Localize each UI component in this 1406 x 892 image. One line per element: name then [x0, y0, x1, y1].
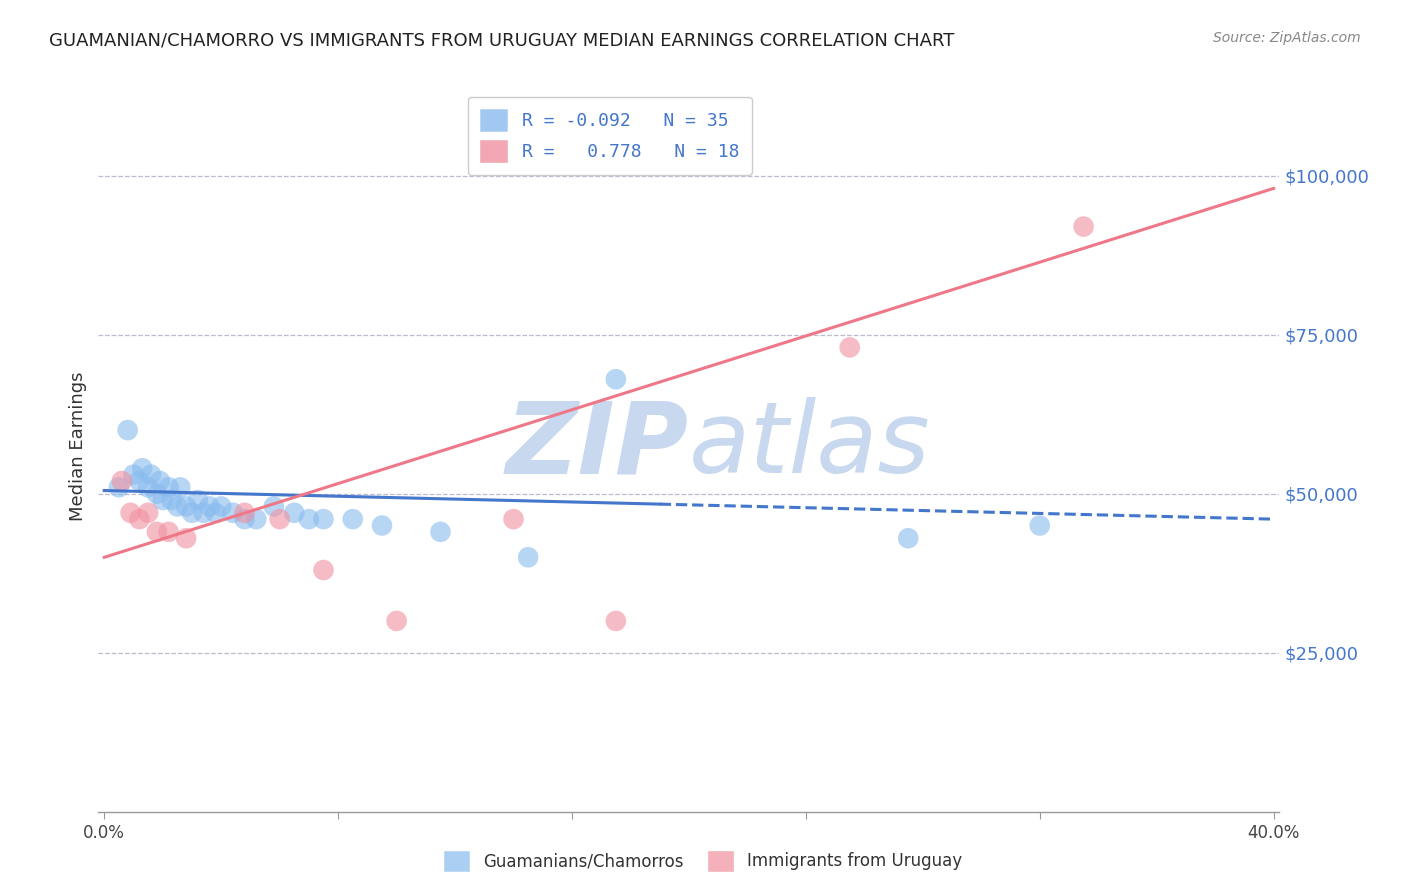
Point	[283, 506, 305, 520]
Point	[204, 506, 226, 520]
Point	[169, 480, 191, 494]
Point	[502, 512, 524, 526]
Point	[157, 480, 180, 494]
Point	[1073, 219, 1095, 234]
Point	[838, 340, 860, 354]
Point	[193, 506, 215, 520]
Point	[136, 480, 159, 494]
Point	[174, 531, 197, 545]
Point	[312, 563, 335, 577]
Point	[166, 500, 188, 514]
Point	[152, 493, 174, 508]
Point	[897, 531, 920, 545]
Point	[146, 486, 169, 500]
Point	[298, 512, 321, 526]
Point	[517, 550, 540, 565]
Point	[342, 512, 364, 526]
Point	[111, 474, 134, 488]
Text: GUAMANIAN/CHAMORRO VS IMMIGRANTS FROM URUGUAY MEDIAN EARNINGS CORRELATION CHART: GUAMANIAN/CHAMORRO VS IMMIGRANTS FROM UR…	[49, 31, 955, 49]
Point	[181, 506, 204, 520]
Point	[108, 480, 131, 494]
Point	[371, 518, 394, 533]
Point	[131, 461, 153, 475]
Legend: Guamanians/Chamorros, Immigrants from Uruguay: Guamanians/Chamorros, Immigrants from Ur…	[436, 842, 970, 880]
Point	[605, 614, 627, 628]
Point	[429, 524, 451, 539]
Point	[128, 512, 150, 526]
Text: atlas: atlas	[689, 398, 931, 494]
Point	[117, 423, 139, 437]
Point	[128, 474, 150, 488]
Point	[120, 506, 142, 520]
Legend: R = -0.092   N = 35, R =   0.778   N = 18: R = -0.092 N = 35, R = 0.778 N = 18	[468, 96, 752, 175]
Point	[160, 493, 183, 508]
Point	[139, 467, 162, 482]
Point	[187, 493, 209, 508]
Point	[263, 500, 285, 514]
Point	[209, 500, 232, 514]
Point	[605, 372, 627, 386]
Point	[385, 614, 408, 628]
Point	[1029, 518, 1052, 533]
Y-axis label: Median Earnings: Median Earnings	[69, 371, 87, 521]
Text: Source: ZipAtlas.com: Source: ZipAtlas.com	[1213, 31, 1361, 45]
Point	[233, 506, 256, 520]
Point	[312, 512, 335, 526]
Point	[245, 512, 267, 526]
Point	[233, 512, 256, 526]
Point	[222, 506, 245, 520]
Point	[146, 524, 169, 539]
Point	[157, 524, 180, 539]
Point	[149, 474, 172, 488]
Point	[122, 467, 145, 482]
Point	[198, 500, 221, 514]
Text: ZIP: ZIP	[506, 398, 689, 494]
Point	[174, 500, 197, 514]
Point	[269, 512, 291, 526]
Point	[136, 506, 159, 520]
